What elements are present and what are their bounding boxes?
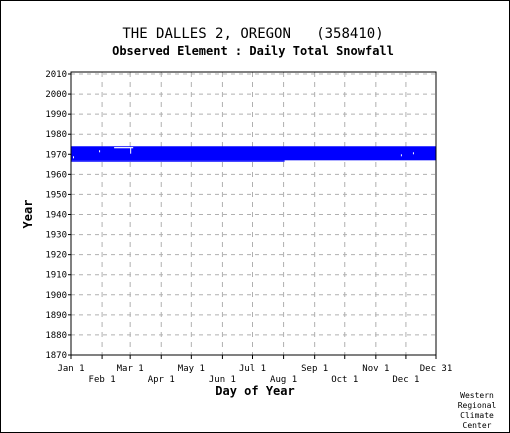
x-tick-label: Sep 1 bbox=[301, 364, 328, 374]
data-gap bbox=[73, 156, 75, 159]
y-tick-label: 2010 bbox=[45, 70, 67, 80]
y-tick-label: 1950 bbox=[45, 190, 67, 200]
data-gap bbox=[412, 152, 414, 155]
credit-line: Regional bbox=[458, 401, 497, 410]
tick-labels: 1870 1880 1890 1900 1910 1920 1930 1940 1950 1960… bbox=[45, 70, 452, 385]
chart-title: THE DALLES 2, OREGON (358410) bbox=[122, 26, 383, 42]
data-gap bbox=[114, 147, 134, 149]
x-tick-label: May 1 bbox=[178, 364, 205, 374]
x-tick-label: Nov 1 bbox=[362, 364, 389, 374]
x-tick-label: Dec 31 bbox=[420, 364, 453, 374]
x-tick-label: Dec 1 bbox=[392, 375, 419, 385]
data-gap bbox=[130, 147, 132, 154]
y-tick-label: 1940 bbox=[45, 211, 67, 221]
y-tick-label: 1980 bbox=[45, 130, 67, 140]
x-tick-label: Apr 1 bbox=[148, 375, 175, 385]
credit-line: Western bbox=[460, 391, 494, 400]
y-tick-label: 1890 bbox=[45, 311, 67, 321]
y-tick-label: 1910 bbox=[45, 271, 67, 281]
y-tick-label: 1920 bbox=[45, 251, 67, 261]
credit-line: Climate bbox=[460, 411, 494, 420]
y-tick-label: 1900 bbox=[45, 291, 67, 301]
x-tick-label: Jul 1 bbox=[239, 364, 266, 374]
plot-area bbox=[70, 71, 437, 356]
chart-subtitle: Observed Element : Daily Total Snowfall bbox=[112, 44, 394, 58]
x-tick-label: Oct 1 bbox=[331, 375, 358, 385]
data-coverage bbox=[71, 146, 436, 162]
y-tick-label: 2000 bbox=[45, 90, 67, 100]
grid bbox=[71, 72, 436, 356]
coverage-band bbox=[71, 160, 285, 162]
x-tick-label: Jan 1 bbox=[57, 364, 84, 374]
credit-line: Center bbox=[463, 421, 492, 430]
y-tick-label: 1990 bbox=[45, 110, 67, 120]
x-tick-label: Aug 1 bbox=[270, 375, 297, 385]
y-axis-label: Year bbox=[21, 200, 35, 229]
data-gap bbox=[99, 150, 101, 153]
y-tick-label: 1870 bbox=[45, 351, 67, 361]
x-tick-label: Jun 1 bbox=[209, 375, 236, 385]
x-axis-label: Day of Year bbox=[215, 384, 294, 398]
y-tick-label: 1930 bbox=[45, 231, 67, 241]
y-tick-label: 1960 bbox=[45, 170, 67, 180]
data-gap bbox=[400, 154, 402, 157]
coverage-band bbox=[71, 146, 436, 161]
x-tick-label: Feb 1 bbox=[89, 375, 116, 385]
y-tick-label: 1880 bbox=[45, 331, 67, 341]
x-tick-label: Mar 1 bbox=[117, 364, 144, 374]
y-tick-label: 1970 bbox=[45, 150, 67, 160]
